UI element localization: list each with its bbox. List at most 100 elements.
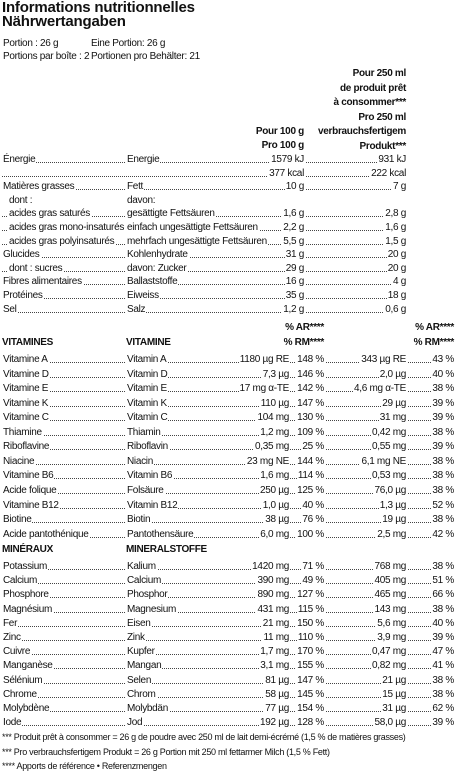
value-per100: 23 mg NE <box>245 454 290 468</box>
label-fr: Sélénium <box>2 673 44 687</box>
label-de: Biotin <box>126 513 152 527</box>
label-fr: Acide folique <box>2 483 58 497</box>
dot-leader <box>2 405 455 407</box>
ar-per250: 38 % <box>431 483 455 497</box>
label-fr: dont : sucres <box>8 261 64 275</box>
value-per250: 29 µg <box>381 396 407 410</box>
label-de: Kalium <box>126 560 157 573</box>
value-per250: 0,55 mg <box>370 440 407 454</box>
label-de: Vitamin C <box>126 411 169 425</box>
label-fr: Phosphore <box>2 588 50 602</box>
ar-per250: 38 % <box>431 687 455 701</box>
value-per250: 31 mg <box>378 411 407 425</box>
value-per100: 1,6 mg <box>259 469 290 483</box>
column-header: Produkt*** <box>358 139 407 153</box>
value-per250: 143 mg <box>373 602 407 616</box>
value-per250: 5,6 mg <box>376 616 407 630</box>
ar-per100: 147 % <box>296 396 325 410</box>
label-fr: dont : <box>8 193 34 207</box>
label-fr: Cuivre <box>2 645 32 659</box>
dot-leader <box>2 376 455 378</box>
ar-per250: 39 % <box>431 440 455 454</box>
dot-leader <box>2 434 455 436</box>
dot-leader <box>2 298 407 299</box>
label-de: Magnesium <box>126 602 177 616</box>
ar-per250: 41 % <box>431 659 455 673</box>
label-de: Vitamin E <box>126 382 168 396</box>
value-per250: 343 µg RE <box>360 353 407 366</box>
value-per100: 1420 mg <box>251 560 290 573</box>
portion-text: Portion : 26 g <box>2 37 60 50</box>
label-fr: Potassium <box>2 560 48 573</box>
ar-header: % RM**** <box>282 336 325 349</box>
label-de: Folsäure <box>126 483 165 497</box>
ar-per100: 146 % <box>296 367 325 381</box>
value-per250: 76,0 µg <box>373 483 407 497</box>
value-per250: 15 µg <box>381 687 407 701</box>
value-per100: 1180 µg RE <box>238 353 290 366</box>
value-per100: 17 mg α-TE <box>238 382 290 396</box>
label-de: Eisen <box>126 616 152 630</box>
value-per100: 35 g <box>284 289 305 302</box>
value-per250: 931 kJ <box>377 153 407 166</box>
ar-per250: 40 % <box>431 367 455 381</box>
label-fr: Glucides <box>2 248 41 262</box>
ar-per100: 25 % <box>301 440 325 454</box>
value-per100: 1579 kJ <box>270 153 305 166</box>
label-de: Thiamin <box>126 425 162 439</box>
ar-per100: 154 % <box>296 702 325 715</box>
ar-per100: 130 % <box>296 411 325 425</box>
column-header: Pro 250 ml <box>357 110 407 124</box>
label-de: Calcium <box>126 574 163 588</box>
dot-leader <box>2 597 455 599</box>
label-fr: Vitamine K <box>2 396 50 410</box>
value-per250: 4,6 mg α-TE <box>353 382 407 396</box>
ar-per100: 100 % <box>296 527 325 541</box>
label-de: Kohlenhydrate <box>126 248 189 262</box>
column-header: Pro 100 g <box>260 139 305 152</box>
ar-per100: 150 % <box>296 616 325 630</box>
ar-per250: 43 % <box>431 353 455 366</box>
dot-leader <box>2 569 455 570</box>
section-heading: MINERALSTOFFE <box>126 544 207 555</box>
ar-per100: 170 % <box>296 645 325 659</box>
dot-leader <box>2 725 455 727</box>
value-per250: 0,42 mg <box>370 425 407 439</box>
ar-per250: 39 % <box>431 396 455 410</box>
value-per250: 1,3 µg <box>378 498 407 512</box>
ar-per250: 39 % <box>431 716 455 730</box>
ar-header: % AR**** <box>414 321 455 334</box>
value-per100: 21 mg <box>261 616 290 630</box>
ar-per250: 39 % <box>431 411 455 425</box>
value-per250: 768 mg <box>373 560 407 573</box>
label-fr: Protéines <box>2 289 44 302</box>
ar-per100: 40 % <box>301 498 325 512</box>
value-per250: 405 mg <box>373 574 407 588</box>
label-fr: Sel <box>2 302 18 316</box>
value-per250: 6,1 mg NE <box>360 454 407 468</box>
ar-per100: 49 % <box>301 574 325 588</box>
label-fr: Thiamine <box>2 425 43 439</box>
value-per100: 3,1 mg <box>259 659 290 673</box>
section-heading: VITAMINE <box>126 337 171 348</box>
dot-leader <box>2 189 407 191</box>
ar-per250: 38 % <box>431 602 455 616</box>
dot-leader <box>2 696 455 698</box>
label-fr: Vitamine D <box>2 367 50 381</box>
value-per250: 4 g <box>391 275 407 289</box>
value-per100: 192 µg <box>259 716 290 730</box>
label-de: Mangan <box>126 659 163 673</box>
value-per100: 58 µg <box>264 687 290 701</box>
ar-per250: 38 % <box>431 425 455 439</box>
ar-per250: 38 % <box>431 382 455 396</box>
dot-leader <box>2 668 455 670</box>
section-heading: VITAMINES <box>2 337 54 348</box>
value-per100: 31 g <box>284 248 305 262</box>
value-per100: 110 µg <box>259 396 290 410</box>
ar-per100: 145 % <box>296 687 325 701</box>
label-de: davon: <box>126 193 157 207</box>
value-per250: 1,5 g <box>384 234 407 248</box>
value-per250: 20 g <box>386 248 407 262</box>
label-fr: Magnésium <box>2 602 53 616</box>
ar-per100: 114 % <box>296 469 325 483</box>
